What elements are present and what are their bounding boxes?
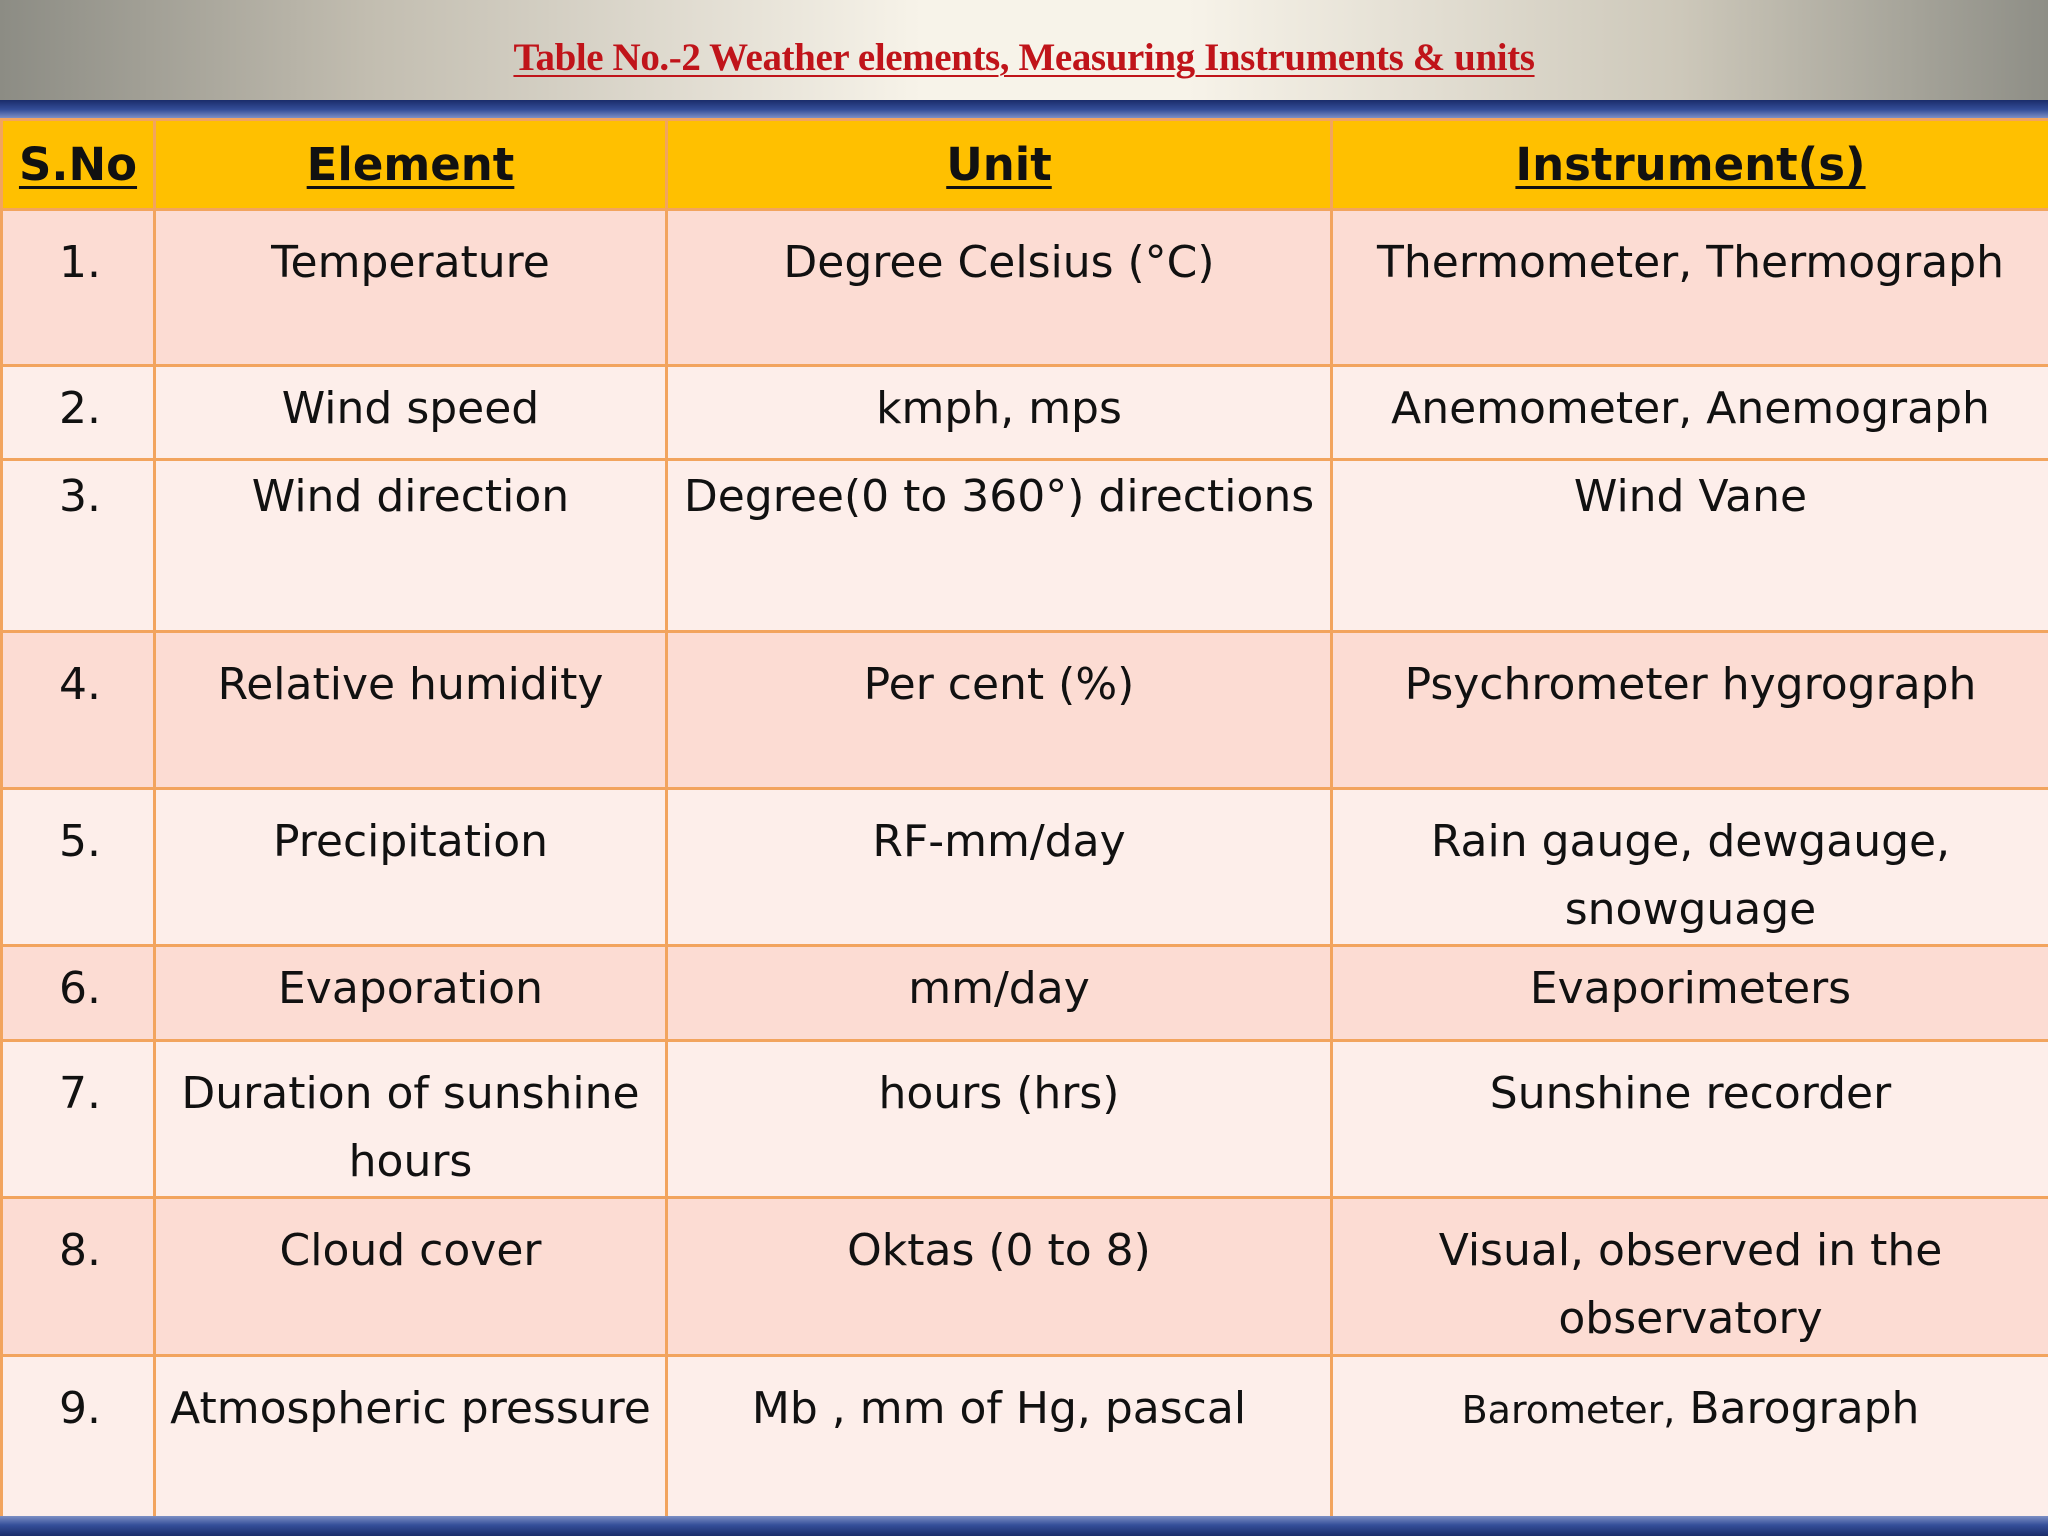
cell-instrument: Evaporimeters — [1330, 944, 2048, 1042]
instrument-barograph: Barograph — [1689, 1383, 1920, 1434]
cell-element: Cloud cover — [153, 1196, 668, 1357]
cell-sno: 3. — [0, 458, 156, 633]
header-sno: S.No — [0, 118, 156, 211]
table-row: 8. Cloud cover Oktas (0 to 8) Visual, ob… — [0, 1196, 2048, 1357]
cell-instrument: Psychrometer hygrograph — [1330, 630, 2048, 790]
cell-unit: mm/day — [665, 944, 1333, 1042]
cell-element: Temperature — [153, 208, 668, 367]
cell-element: Duration of sunshine hours — [153, 1039, 668, 1199]
table-row: 5. Precipitation RF-mm/day Rain gauge, d… — [0, 787, 2048, 947]
cell-sno: 8. — [0, 1196, 156, 1357]
cell-instrument: Thermometer, Thermograph — [1330, 208, 2048, 367]
cell-unit: Oktas (0 to 8) — [665, 1196, 1333, 1357]
cell-element: Relative humidity — [153, 630, 668, 790]
weather-table: S.No Element Unit Instrument(s) 1. Tempe… — [0, 118, 2048, 1519]
table-row: 7. Duration of sunshine hours hours (hrs… — [0, 1039, 2048, 1199]
cell-element: Precipitation — [153, 787, 668, 947]
cell-sno: 9. — [0, 1354, 156, 1519]
header-row: S.No Element Unit Instrument(s) — [0, 118, 2048, 211]
header-unit: Unit — [665, 118, 1333, 211]
cell-unit: hours (hrs) — [665, 1039, 1333, 1199]
title-band — [0, 0, 2048, 100]
table-row: 9. Atmospheric pressure Mb , mm of Hg, p… — [0, 1354, 2048, 1519]
cell-unit: Degree Celsius (°C) — [665, 208, 1333, 367]
cell-instrument: Visual, observed in the observatory — [1330, 1196, 2048, 1357]
cell-sno: 1. — [0, 208, 156, 367]
cell-element: Evaporation — [153, 944, 668, 1042]
table-row: 4. Relative humidity Per cent (%) Psychr… — [0, 630, 2048, 790]
cell-unit: kmph, mps — [665, 364, 1333, 461]
table-row: 3. Wind direction Degree(0 to 360°) dire… — [0, 458, 2048, 633]
table-row: 1. Temperature Degree Celsius (°C) Therm… — [0, 208, 2048, 367]
header-instrument: Instrument(s) — [1330, 118, 2048, 211]
cell-unit: Mb , mm of Hg, pascal — [665, 1354, 1333, 1519]
cell-instrument: Rain gauge, dewgauge, snowguage — [1330, 787, 2048, 947]
table-row: 2. Wind speed kmph, mps Anemometer, Anem… — [0, 364, 2048, 461]
instrument-barometer: Barometer, — [1461, 1388, 1676, 1432]
header-element: Element — [153, 118, 668, 211]
cell-sno: 5. — [0, 787, 156, 947]
cell-sno: 7. — [0, 1039, 156, 1199]
cell-element: Wind speed — [153, 364, 668, 461]
cell-instrument: Wind Vane — [1330, 458, 2048, 633]
cell-element: Atmospheric pressure — [153, 1354, 668, 1519]
title-divider — [0, 100, 2048, 118]
cell-instrument: Sunshine recorder — [1330, 1039, 2048, 1199]
cell-unit: Degree(0 to 360°) directions — [665, 458, 1333, 633]
cell-sno: 6. — [0, 944, 156, 1042]
cell-element: Wind direction — [153, 458, 668, 633]
table-row: 6. Evaporation mm/day Evaporimeters — [0, 944, 2048, 1042]
bottom-divider — [0, 1516, 2048, 1536]
cell-sno: 4. — [0, 630, 156, 790]
cell-instrument: Anemometer, Anemograph — [1330, 364, 2048, 461]
cell-unit: RF-mm/day — [665, 787, 1333, 947]
cell-instrument: Barometer, Barograph — [1330, 1354, 2048, 1519]
cell-sno: 2. — [0, 364, 156, 461]
slide-title: Table No.-2 Weather elements, Measuring … — [513, 36, 1535, 79]
cell-unit: Per cent (%) — [665, 630, 1333, 790]
